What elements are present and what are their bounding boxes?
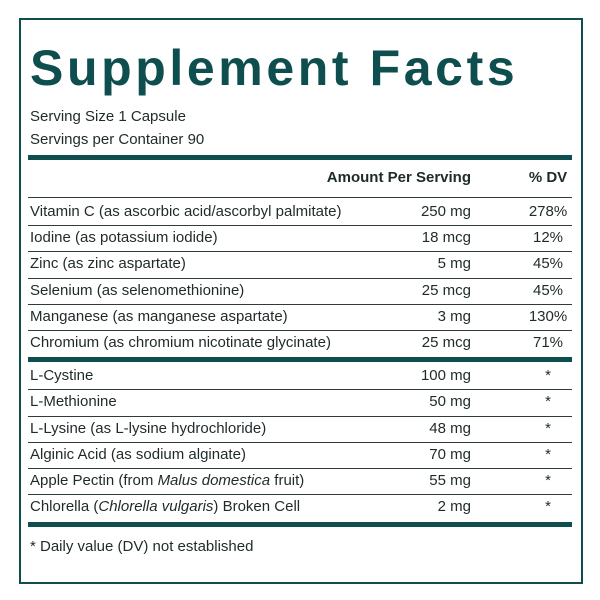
- header-rule: [28, 197, 572, 198]
- row-rule: [28, 277, 572, 279]
- daily-value: 278%: [528, 203, 568, 220]
- row-rule: [28, 389, 572, 391]
- name-part: Chlorella vulgaris: [98, 498, 214, 516]
- ingredient-name: Chromium (as chromium nicotinate glycina…: [30, 333, 331, 353]
- serving-size: Serving Size 1 Capsule: [30, 108, 186, 125]
- ingredient-name: Vitamin C (as ascorbic acid/ascorbyl pal…: [30, 202, 342, 222]
- thick-rule: [28, 522, 572, 528]
- name-part: Vitamin C (as ascorbic acid/ascorbyl pal…: [30, 203, 342, 220]
- ingredient-name: Alginic Acid (as sodium alginate): [30, 445, 246, 465]
- row-rule: [28, 468, 572, 469]
- label-frame: [19, 18, 583, 584]
- amount: 25 mcg: [421, 281, 471, 299]
- amount-header: Amount Per Serving: [326, 169, 471, 186]
- name-part: Chromium (as chromium nicotinate glycina…: [30, 334, 331, 351]
- ingredient-name: Selenium (as selenomethionine): [30, 281, 244, 301]
- amount: 100 mg: [420, 367, 471, 385]
- ingredient-name: L-Lysine (as L-lysine hydrochloride): [30, 419, 266, 439]
- ingredient-name: L-Cystine: [30, 366, 93, 386]
- ingredient-name: Chlorella (Chlorella vulgaris) Broken Ce…: [30, 497, 300, 517]
- amount: 70 mg: [429, 445, 471, 463]
- daily-value: 45%: [532, 255, 564, 273]
- name-part: L-Lysine (as L-lysine hydrochloride): [30, 419, 267, 437]
- name-part: L-Methionine: [30, 393, 117, 411]
- name-part: Iodine (as potassium iodide): [30, 229, 218, 247]
- name-part: L-Cystine: [30, 367, 94, 385]
- daily-value: *: [545, 472, 551, 489]
- name-part: fruit): [270, 472, 305, 489]
- name-part: Zinc (as zinc aspartate): [30, 255, 186, 273]
- amount: 48 mg: [429, 419, 471, 437]
- name-part: Selenium (as selenomethionine): [30, 281, 245, 299]
- name-part: ) Broken Cell: [213, 498, 301, 516]
- name-part: Chlorella (: [30, 498, 99, 516]
- amount: 50 mg: [429, 393, 471, 411]
- daily-value: *: [545, 445, 551, 463]
- daily-value: *: [545, 419, 551, 437]
- footnote: * Daily value (DV) not established: [30, 538, 254, 555]
- daily-value: 130%: [528, 307, 568, 325]
- amount: 5 mg: [437, 255, 471, 273]
- amount: 18 mcg: [421, 229, 471, 247]
- ingredient-name: L-Methionine: [30, 392, 117, 412]
- amount: 3 mg: [437, 307, 471, 325]
- amount: 250 mg: [420, 203, 471, 220]
- daily-value: 12%: [532, 229, 564, 247]
- ingredient-name: Manganese (as manganese aspartate): [30, 307, 288, 327]
- row-rule: [28, 441, 572, 443]
- name-part: Malus domestica: [157, 472, 271, 489]
- ingredient-name: Iodine (as potassium iodide): [30, 228, 218, 248]
- daily-value: 45%: [532, 281, 564, 299]
- amount: 2 mg: [437, 498, 471, 516]
- amount: 25 mcg: [421, 334, 471, 351]
- row-rule: [28, 494, 572, 496]
- amount: 55 mg: [429, 472, 471, 489]
- servings-per-container: Servings per Container 90: [30, 131, 205, 148]
- row-rule: [28, 251, 572, 253]
- row-rule: [28, 225, 572, 227]
- daily-value: *: [545, 367, 551, 385]
- title: Supplement Facts: [30, 40, 519, 96]
- daily-value: *: [545, 498, 551, 516]
- thick-rule: [28, 155, 572, 160]
- daily-value: *: [545, 393, 551, 411]
- name-part: Alginic Acid (as sodium alginate): [30, 445, 246, 463]
- name-part: Manganese (as manganese aspartate): [30, 307, 288, 325]
- thick-rule: [28, 357, 572, 363]
- daily-value: 71%: [532, 334, 564, 351]
- row-rule: [28, 415, 572, 417]
- row-rule: [28, 303, 572, 305]
- dv-header: % DV: [528, 169, 568, 186]
- name-part: Apple Pectin (from: [30, 472, 158, 489]
- ingredient-name: Apple Pectin (from Malus domestica fruit…: [30, 471, 304, 491]
- ingredient-name: Zinc (as zinc aspartate): [30, 254, 186, 274]
- row-rule: [28, 330, 572, 331]
